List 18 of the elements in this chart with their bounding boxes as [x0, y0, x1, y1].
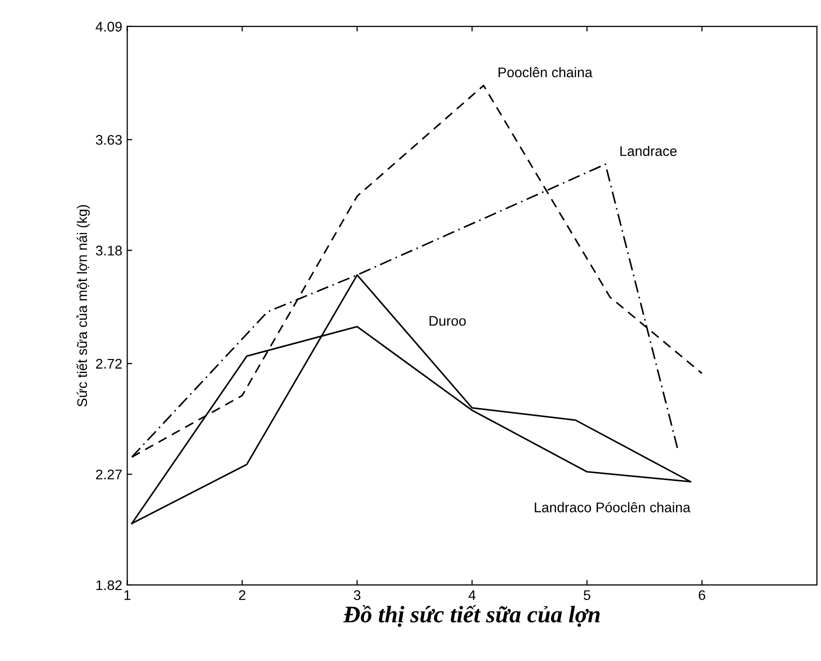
y-tick-label: 2.27 [96, 470, 122, 480]
annotation: Pooclên chaina [498, 67, 592, 78]
y-tick-label: 4.09 [96, 22, 122, 32]
text: Đồ thị sức tiết sữa của lợn [343, 605, 600, 627]
y-tick-label: 3.18 [96, 246, 122, 256]
y-tick-label: 3.63 [96, 134, 122, 145]
annotation: Landrace [620, 146, 677, 156]
x-tick-label: 3 [354, 590, 360, 600]
annotation: Landraco Póoclên chaina [534, 502, 690, 512]
x-tick-label: 5 [584, 590, 590, 600]
x-tick-label: 1 [124, 590, 130, 600]
x-tick-label: 2 [239, 590, 246, 600]
y-tick-label: 1.82 [96, 580, 122, 590]
annotation: Duroo [430, 316, 466, 326]
x-tick-label: 6 [698, 590, 706, 600]
x-tick-label: 4 [468, 590, 476, 600]
y-axis-title: Sức tiết sữa của một lợn nái (kg) [76, 205, 90, 407]
y-tick-label: 2.72 [96, 358, 122, 369]
